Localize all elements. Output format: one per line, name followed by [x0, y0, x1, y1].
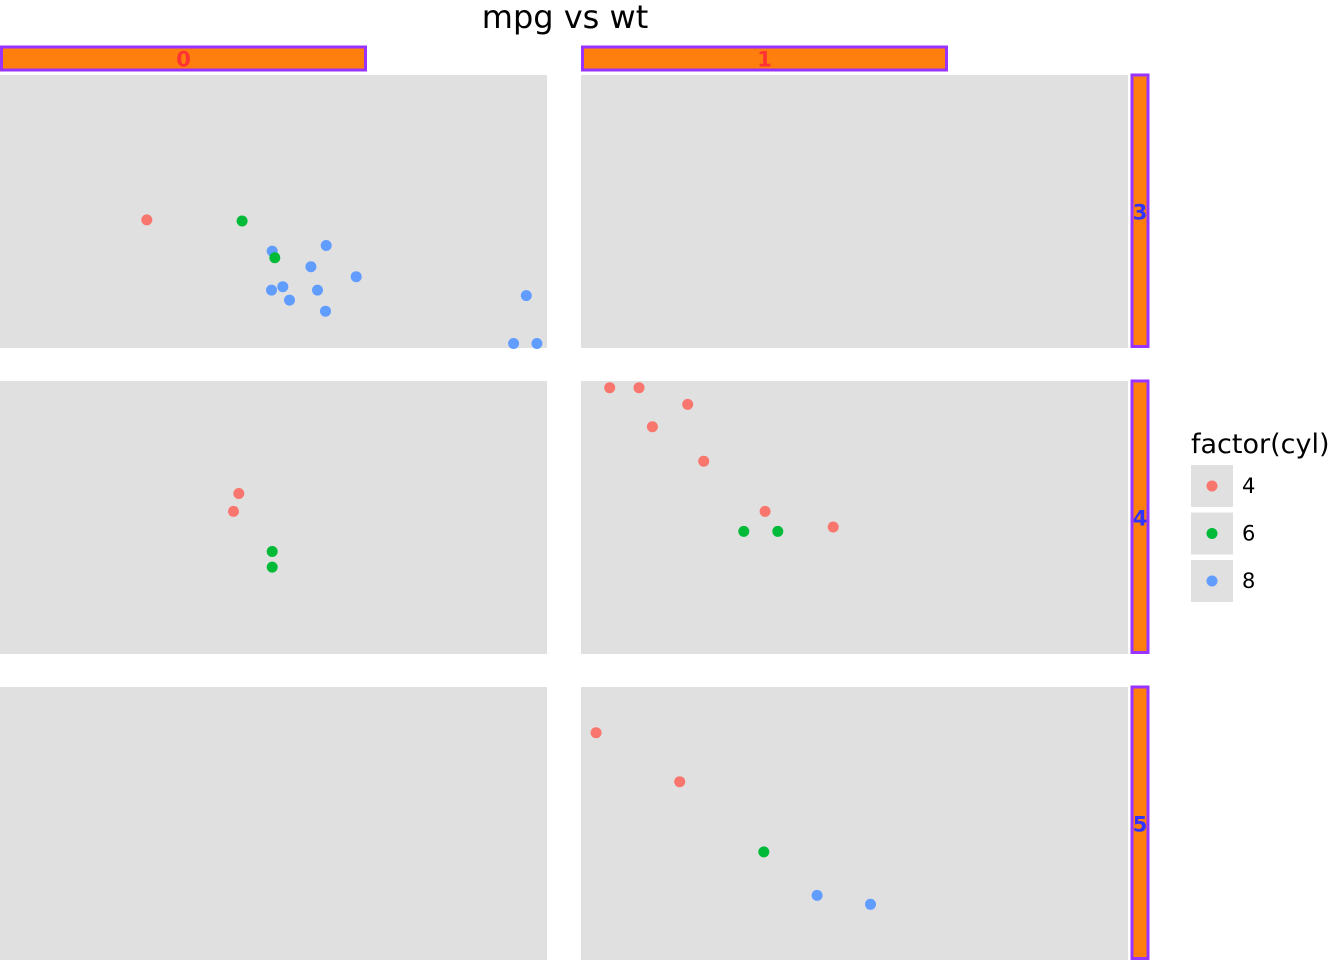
panel-0-3: [0, 75, 547, 349]
panel-background: [0, 75, 547, 348]
col-strip-box: [581, 45, 948, 72]
data-point: [266, 561, 278, 573]
legend-label: 4: [1242, 474, 1255, 498]
strips-layer: 0 1 3 4 5: [0, 45, 1150, 960]
legend-entry-6: 6: [1191, 512, 1255, 555]
data-point: [759, 505, 771, 517]
legend-entry-8: 8: [1191, 560, 1255, 602]
legend-key-point: [1206, 528, 1218, 539]
data-point: [284, 294, 295, 306]
panel-background: [581, 381, 1128, 654]
data-point: [674, 776, 686, 788]
row-strip-5: 5: [1130, 685, 1150, 960]
data-point: [266, 284, 277, 296]
data-point: [738, 525, 750, 537]
data-point: [646, 421, 658, 433]
col-strip-label: 1: [757, 48, 772, 72]
data-point: [269, 252, 281, 264]
data-point: [233, 488, 245, 499]
panels-layer: [0, 75, 1128, 960]
panel-background: [581, 687, 1128, 960]
data-point: [811, 889, 823, 901]
data-point: [350, 271, 362, 283]
data-point: [520, 290, 532, 302]
data-point: [236, 215, 248, 227]
data-point: [508, 338, 520, 349]
chart-title: mpg vs wt: [482, 0, 648, 36]
legend: factor(cyl) 4 6 8: [1191, 429, 1330, 602]
data-point: [320, 240, 332, 251]
col-strip-label: 0: [176, 48, 191, 72]
panel-1-3: [581, 75, 1128, 348]
legend-key-point: [1206, 480, 1218, 492]
legend-title: factor(cyl): [1191, 429, 1330, 460]
panel-background: [0, 687, 547, 960]
panel-background: [0, 381, 547, 654]
data-point: [266, 546, 278, 557]
row-strip-label: 3: [1133, 201, 1148, 225]
data-point: [604, 382, 616, 394]
data-point: [320, 305, 331, 317]
data-point: [758, 846, 770, 858]
col-strip-0: 0: [0, 45, 367, 72]
data-point: [682, 398, 694, 410]
legend-key-point: [1206, 575, 1218, 587]
data-point: [228, 505, 239, 517]
data-point: [633, 382, 645, 394]
panel-1-5: [581, 687, 1128, 960]
data-point: [141, 214, 153, 226]
data-point: [772, 525, 784, 537]
data-point: [590, 727, 602, 739]
data-point: [531, 338, 543, 349]
data-point: [312, 284, 323, 296]
data-point: [865, 898, 876, 910]
row-strip-box: [1130, 73, 1150, 348]
row-strip-4: 4: [1130, 379, 1150, 654]
legend-entry-4: 4: [1191, 465, 1255, 507]
data-point: [698, 455, 710, 467]
legend-label: 6: [1242, 522, 1255, 546]
data-point: [305, 261, 317, 273]
panel-background: [581, 75, 1128, 348]
panel-0-4: [0, 381, 547, 654]
row-strip-label: 5: [1133, 813, 1148, 837]
panel-0-5: [0, 687, 547, 960]
data-point: [827, 521, 839, 533]
panel-1-4: [581, 381, 1128, 654]
row-strip-box: [1130, 685, 1150, 960]
col-strip-1: 1: [581, 45, 948, 72]
data-point: [277, 281, 289, 293]
row-strip-box: [1130, 379, 1150, 654]
row-strip-label: 4: [1133, 507, 1148, 531]
row-strip-3: 3: [1130, 73, 1150, 348]
col-strip-box: [0, 45, 367, 72]
legend-label: 8: [1242, 569, 1255, 593]
